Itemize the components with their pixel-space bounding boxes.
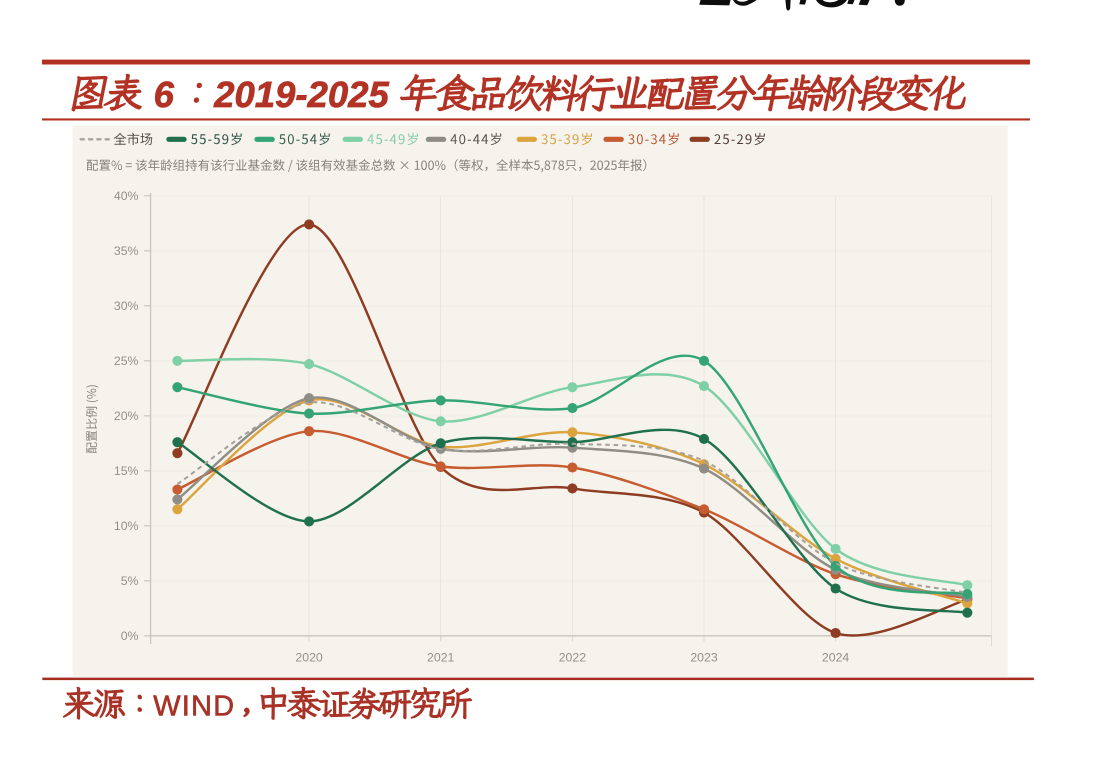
svg-text:20%: 20%	[114, 409, 139, 423]
svg-text:0%: 0%	[121, 629, 139, 643]
svg-text:2022: 2022	[559, 651, 587, 665]
svg-text:5%: 5%	[121, 574, 139, 588]
svg-text:2023: 2023	[690, 651, 718, 665]
svg-text:30%: 30%	[114, 299, 139, 313]
svg-text:15%: 15%	[114, 464, 139, 478]
svg-text:2024: 2024	[822, 651, 850, 665]
svg-text:2020: 2020	[295, 651, 323, 665]
svg-text:40%: 40%	[114, 189, 139, 203]
svg-text:35%: 35%	[114, 244, 139, 258]
svg-text:10%: 10%	[114, 519, 139, 533]
svg-text:25%: 25%	[114, 354, 139, 368]
svg-text:2021: 2021	[427, 651, 455, 665]
